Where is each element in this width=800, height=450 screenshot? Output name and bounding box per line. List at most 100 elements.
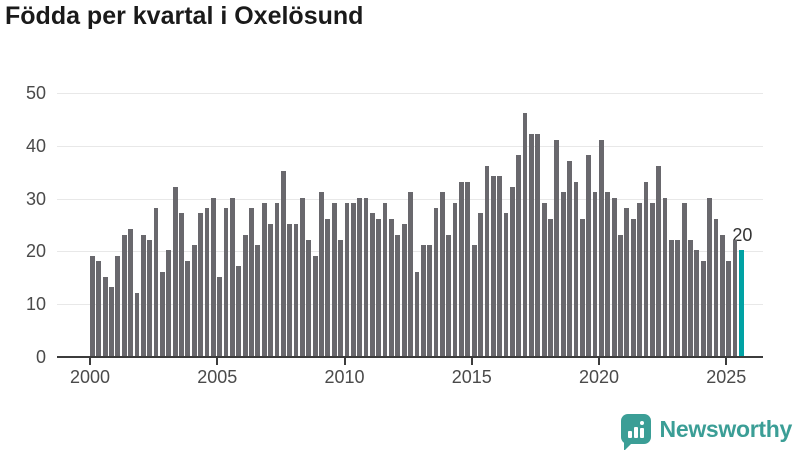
bar — [134, 292, 140, 356]
bar — [306, 239, 312, 356]
y-axis-label: 30 — [25, 188, 46, 209]
bar — [675, 239, 681, 356]
bar — [700, 260, 706, 356]
bar — [586, 155, 592, 356]
bar — [166, 250, 172, 356]
bar — [484, 165, 490, 356]
bar — [147, 239, 153, 356]
bar — [497, 176, 503, 356]
bar — [299, 197, 305, 356]
bar — [656, 165, 662, 356]
bar — [618, 234, 623, 356]
bar — [242, 234, 248, 356]
bar — [90, 255, 95, 356]
bar — [548, 218, 553, 356]
bar — [630, 218, 636, 356]
bar — [325, 218, 331, 356]
y-axis-label: 0 — [35, 347, 46, 367]
bar — [535, 134, 541, 356]
plot-area: 20 2000 2005 2010 2015 2020 2025 — [57, 93, 763, 387]
bar — [115, 255, 121, 356]
gridline — [57, 145, 763, 147]
bar — [490, 176, 496, 356]
bar — [509, 187, 515, 356]
bar — [261, 202, 267, 356]
bar — [255, 245, 261, 356]
bar — [599, 139, 604, 356]
bar — [726, 260, 732, 356]
bar — [637, 202, 642, 356]
y-axis-label: 50 — [25, 83, 46, 103]
x-axis-line — [57, 356, 763, 358]
x-axis-tick — [725, 358, 728, 365]
bar — [688, 239, 693, 356]
bar — [707, 197, 712, 356]
bar — [554, 139, 560, 356]
bar — [414, 271, 420, 356]
bar — [611, 197, 617, 356]
bar — [312, 255, 318, 356]
bar — [287, 224, 293, 356]
bar — [274, 202, 280, 356]
bar — [331, 202, 337, 356]
bar — [433, 208, 439, 356]
bar — [541, 202, 547, 356]
x-axis-label: 2000 — [69, 367, 111, 387]
bar — [522, 113, 528, 356]
bar — [376, 218, 382, 356]
bar — [503, 213, 509, 356]
bar — [478, 213, 483, 356]
x-axis-tick — [343, 358, 346, 365]
x-axis-label: 2015 — [451, 367, 492, 387]
bar — [529, 134, 534, 356]
bar — [229, 197, 235, 356]
bar — [172, 187, 178, 356]
y-axis-label: 40 — [25, 135, 46, 156]
bar-chart-speech-bubble-icon — [620, 414, 651, 450]
x-axis-label: 2005 — [197, 367, 238, 387]
bar — [293, 224, 299, 356]
bar — [669, 239, 674, 356]
bar — [452, 202, 458, 356]
x-axis-tick — [598, 358, 601, 365]
gridline — [57, 93, 763, 94]
newsworthy-logo: Newsworthy — [620, 414, 793, 450]
bar — [427, 245, 433, 356]
y-axis-label: 10 — [25, 294, 46, 315]
bar — [681, 202, 687, 356]
bar — [121, 234, 127, 356]
bar — [350, 202, 356, 356]
bar — [102, 276, 108, 356]
bar — [592, 192, 598, 356]
bar — [719, 234, 725, 356]
bar — [471, 245, 477, 356]
bar — [420, 245, 426, 356]
bar — [344, 202, 350, 356]
bar — [128, 229, 133, 356]
logo-bar-medium-icon — [633, 427, 638, 438]
bar — [573, 181, 579, 356]
bar — [159, 271, 165, 356]
bar — [319, 192, 324, 356]
bar — [560, 192, 566, 356]
bar — [401, 224, 407, 356]
bar — [649, 202, 655, 356]
bar — [382, 202, 388, 356]
newsworthy-logo-text: Newsworthy — [659, 415, 793, 442]
bar — [605, 192, 611, 356]
highlighted-bar — [739, 250, 744, 356]
bar — [567, 160, 573, 356]
bar — [446, 234, 452, 356]
bar — [395, 234, 401, 356]
bar — [179, 213, 184, 356]
logo-bar-small-icon — [627, 431, 632, 438]
speech-bubble-tail — [623, 442, 633, 450]
bar — [579, 218, 585, 356]
x-axis-label: 2025 — [706, 367, 747, 387]
x-axis-label: 2020 — [579, 367, 620, 387]
bar — [96, 260, 102, 356]
bar — [662, 197, 668, 356]
x-axis-label: 2010 — [324, 367, 365, 387]
bar — [465, 181, 471, 356]
